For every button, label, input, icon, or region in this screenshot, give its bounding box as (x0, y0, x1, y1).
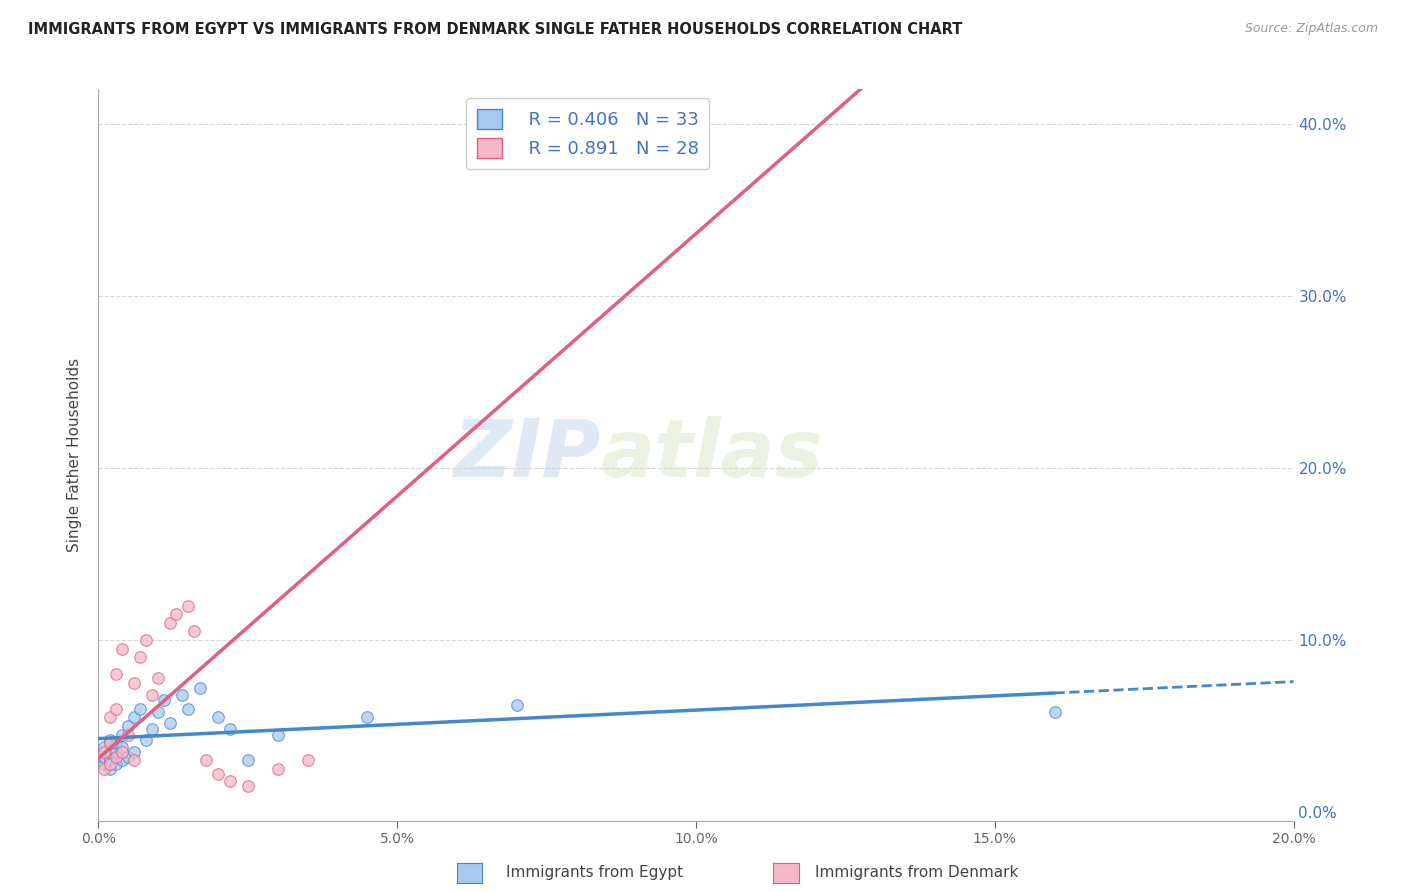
Point (105, 756, 128, 771)
Point (165, 607, 187, 621)
Point (100, 710, 122, 724)
Point (105, 667, 128, 681)
Point (117, 719, 139, 733)
Point (100, 745, 122, 759)
Point (236, 753, 259, 767)
Point (159, 615, 181, 630)
Point (111, 753, 134, 767)
Point (177, 599, 200, 613)
Point (148, 671, 170, 685)
Point (172, 688, 194, 702)
Point (506, 698, 529, 713)
Point (141, 688, 163, 702)
Point (105, 750, 128, 764)
Point (1043, 705, 1066, 719)
Point (297, 753, 319, 767)
Point (100, 736, 122, 750)
Text: Immigrants from Denmark: Immigrants from Denmark (815, 865, 1019, 880)
Point (124, 745, 146, 759)
Point (93, 762, 115, 776)
Point (207, 710, 229, 724)
Point (105, 745, 128, 759)
Point (111, 745, 134, 759)
Point (129, 702, 152, 716)
Point (124, 753, 146, 767)
Point (207, 767, 229, 781)
Text: IMMIGRANTS FROM EGYPT VS IMMIGRANTS FROM DENMARK SINGLE FATHER HOUSEHOLDS CORREL: IMMIGRANTS FROM EGYPT VS IMMIGRANTS FROM… (28, 22, 963, 37)
Text: ZIP: ZIP (453, 416, 600, 494)
Point (93, 750, 115, 764)
Point (267, 762, 290, 776)
Point (117, 750, 139, 764)
Point (93, 745, 115, 759)
Point (195, 753, 218, 767)
Point (105, 736, 128, 750)
Point (141, 723, 163, 737)
Point (100, 762, 122, 776)
Point (100, 756, 122, 771)
Point (135, 632, 157, 647)
Point (135, 732, 157, 747)
Point (356, 710, 378, 724)
Text: atlas: atlas (600, 416, 823, 494)
Point (219, 723, 242, 737)
Legend:   R = 0.406   N = 33,   R = 0.891   N = 28: R = 0.406 N = 33, R = 0.891 N = 28 (465, 98, 709, 169)
Point (236, 779, 259, 793)
Point (124, 710, 146, 724)
Point (111, 739, 134, 754)
Point (117, 728, 139, 742)
Point (111, 728, 134, 742)
Text: Source: ZipAtlas.com: Source: ZipAtlas.com (1244, 22, 1378, 36)
Point (129, 650, 152, 665)
Y-axis label: Single Father Households: Single Father Households (67, 358, 83, 552)
Point (93, 739, 115, 754)
Point (506, 143, 529, 157)
Point (267, 728, 290, 742)
Point (148, 705, 170, 719)
Text: Immigrants from Egypt: Immigrants from Egypt (506, 865, 683, 880)
Point (93, 756, 115, 771)
Point (153, 693, 176, 707)
Point (111, 641, 134, 656)
Point (100, 753, 122, 767)
Point (124, 676, 146, 690)
Point (188, 681, 211, 695)
Point (159, 715, 181, 730)
Point (177, 702, 200, 716)
Point (105, 702, 128, 716)
Point (219, 774, 242, 789)
Point (183, 624, 205, 639)
Point (100, 732, 122, 747)
